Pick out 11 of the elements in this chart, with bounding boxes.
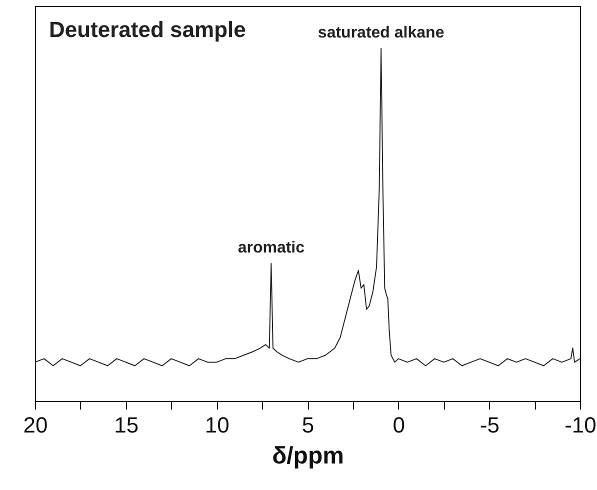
annotation: aromatic — [238, 239, 305, 256]
x-tick-label: 5 — [302, 412, 314, 438]
x-axis-title: δ/ppm — [272, 442, 344, 470]
annotation: saturated alkane — [318, 24, 444, 42]
x-tick-label: 0 — [392, 412, 405, 438]
x-tick-label: -5 — [480, 412, 500, 438]
x-tick-label: 20 — [23, 412, 48, 438]
chart-title: Deuterated sample — [49, 17, 246, 42]
x-tick-label: -10 — [564, 412, 596, 438]
x-tick-label: 10 — [204, 412, 230, 438]
x-tick-label: 15 — [114, 412, 139, 438]
